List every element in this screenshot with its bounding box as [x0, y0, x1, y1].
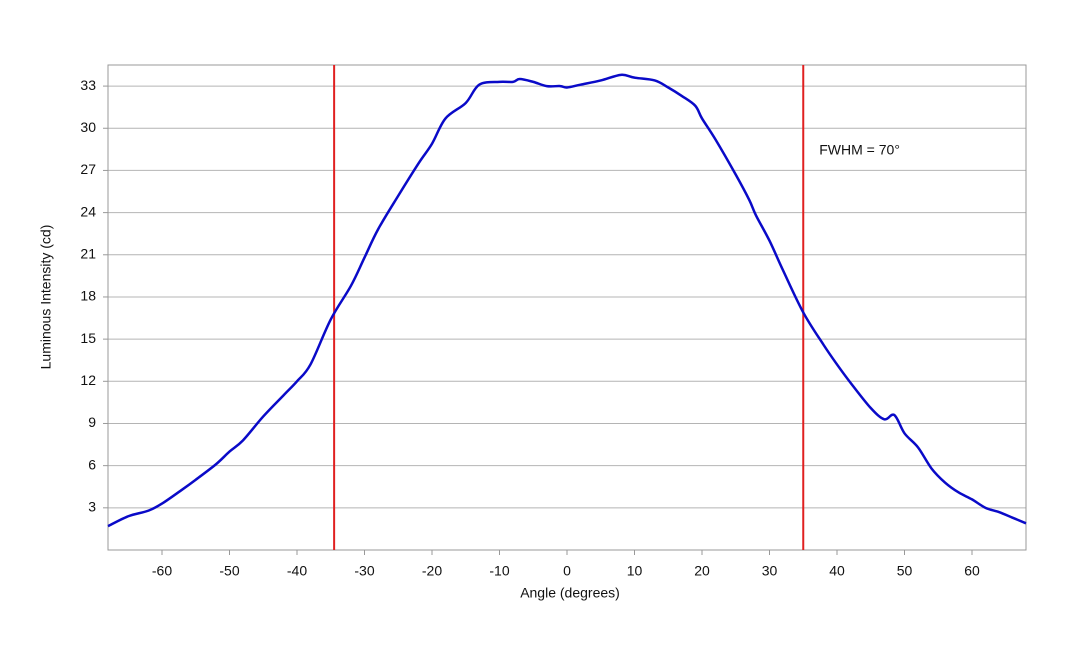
x-tick-label: -40	[287, 563, 307, 579]
y-tick-label: 33	[80, 77, 96, 93]
x-tick-label: 40	[829, 563, 845, 579]
y-tick-label: 24	[80, 203, 96, 219]
y-tick-label: 27	[80, 161, 96, 177]
annotation: FWHM = 70°	[819, 142, 900, 158]
x-tick-label: 30	[762, 563, 778, 579]
y-tick-label: 30	[80, 119, 96, 135]
x-tick-label: -50	[219, 563, 239, 579]
x-tick-label: 20	[694, 563, 710, 579]
x-tick-label: 0	[563, 563, 571, 579]
x-tick-label: 10	[627, 563, 643, 579]
data-line	[107, 73, 1027, 528]
x-axis-label: Angle (degrees)	[520, 585, 620, 601]
x-tick-label: 60	[964, 563, 980, 579]
x-tick-label: -30	[354, 563, 374, 579]
y-tick-label: 9	[88, 414, 96, 430]
x-tick-label: -60	[152, 563, 172, 579]
y-tick-label: 12	[80, 372, 96, 388]
x-tick-label: -20	[422, 563, 442, 579]
y-tick-label: 15	[80, 330, 96, 346]
y-tick-label: 3	[88, 499, 96, 515]
y-tick-label: 18	[80, 288, 96, 304]
y-axis-label: Luminous Intensity (cd)	[38, 225, 54, 370]
y-tick-label: 6	[88, 456, 96, 472]
plot-frame	[107, 64, 1027, 551]
x-tick-label: -10	[489, 563, 509, 579]
x-tick-label: 50	[897, 563, 913, 579]
y-tick-label: 21	[80, 245, 96, 261]
